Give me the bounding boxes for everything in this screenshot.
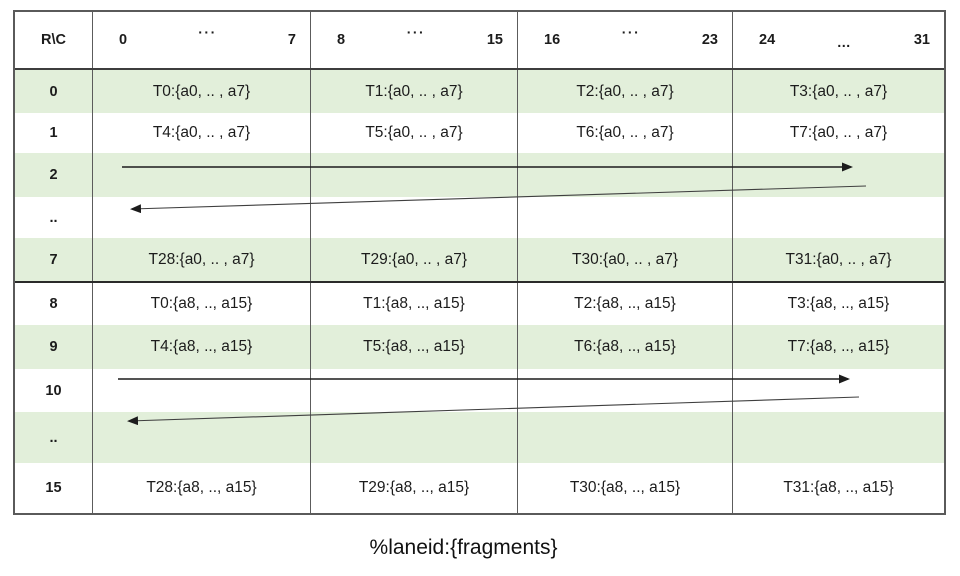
arrow-cell <box>311 412 518 463</box>
fragment-cell: T28:{a8, .., a15} <box>93 463 311 513</box>
col-range-end: 31 <box>913 32 930 48</box>
col-range-start: 24 <box>759 32 776 48</box>
arrow-cell <box>93 369 311 412</box>
header-row: R\C 0 ··· 7 8 ··· 15 16 ··· 23 24 … 31 <box>15 12 944 70</box>
row-label: 2 <box>15 153 93 197</box>
fragment-cell: T5:{a0, .. , a7} <box>311 113 518 153</box>
column-header-8-15: 8 ··· 15 <box>311 12 518 68</box>
row-label: 7 <box>15 238 93 281</box>
fragment-cell: T0:{a0, .. , a7} <box>93 70 311 113</box>
fragment-cell: T0:{a8, .., a15} <box>93 283 311 325</box>
fragment-cell: T4:{a8, .., a15} <box>93 325 311 369</box>
row-label: .. <box>15 412 93 463</box>
column-header-24-31: 24 … 31 <box>733 12 944 68</box>
fragment-cell: T5:{a8, .., a15} <box>311 325 518 369</box>
col-range-start: 16 <box>544 32 561 48</box>
fragment-cell: T4:{a0, .. , a7} <box>93 113 311 153</box>
fragment-cell: T6:{a0, .. , a7} <box>518 113 733 153</box>
table-row-0: 0 T0:{a0, .. , a7} T1:{a0, .. , a7} T2:{… <box>15 70 944 113</box>
fragment-cell: T2:{a0, .. , a7} <box>518 70 733 113</box>
row-label: 9 <box>15 325 93 369</box>
table-row-8: 8 T0:{a8, .., a15} T1:{a8, .., a15} T2:{… <box>15 283 944 325</box>
table-row-dots-upper: .. <box>15 197 944 238</box>
fragment-cell: T7:{a0, .. , a7} <box>789 124 888 141</box>
col-range-end: 23 <box>701 32 718 48</box>
fragment-cell: T31:{a8, .., a15} <box>783 479 894 496</box>
fragment-cell: T1:{a8, .., a15} <box>311 283 518 325</box>
row-label: 0 <box>15 70 93 113</box>
fragment-cell: T31:{a0, .. , a7} <box>785 250 892 268</box>
fragment-cell: T30:{a8, .., a15} <box>518 463 733 513</box>
arrow-cell <box>93 412 311 463</box>
fragment-cell: T6:{a8, .., a15} <box>518 325 733 369</box>
arrow-cell <box>733 153 944 197</box>
ellipsis-icon: ··· <box>406 24 426 40</box>
fragment-cell: T2:{a8, .., a15} <box>518 283 733 325</box>
table-row-10: 10 <box>15 369 944 412</box>
column-header-16-23: 16 ··· 23 <box>518 12 733 68</box>
arrow-cell <box>518 197 733 238</box>
arrow-cell <box>311 153 518 197</box>
ellipsis-icon: … <box>836 34 853 50</box>
fragment-cell: T3:{a0, .. , a7} <box>789 82 888 100</box>
col-range-start: 8 <box>337 32 346 48</box>
table-row-2: 2 <box>15 153 944 197</box>
row-label: 15 <box>15 463 93 513</box>
fragment-cell: T29:{a0, .. , a7} <box>311 238 518 281</box>
figure-caption: %laneid:{fragments} <box>369 536 558 559</box>
col-range-start: 0 <box>119 32 128 48</box>
row-label: 10 <box>15 369 93 412</box>
table-row-1: 1 T4:{a0, .. , a7} T5:{a0, .. , a7} T6:{… <box>15 113 944 153</box>
fragment-cell: T30:{a0, .. , a7} <box>518 238 733 281</box>
arrow-cell <box>311 197 518 238</box>
ellipsis-icon: ··· <box>621 24 641 40</box>
table-row-7: 7 T28:{a0, .. , a7} T29:{a0, .. , a7} T3… <box>15 238 944 283</box>
arrow-cell <box>518 412 733 463</box>
arrow-cell <box>733 412 944 463</box>
col-range-end: 15 <box>486 32 503 48</box>
row-label: 8 <box>15 283 93 325</box>
arrow-cell <box>93 153 311 197</box>
row-label: .. <box>15 197 93 238</box>
arrow-cell <box>518 369 733 412</box>
table-row-9: 9 T4:{a8, .., a15} T5:{a8, .., a15} T6:{… <box>15 325 944 369</box>
row-label: 1 <box>15 113 93 153</box>
arrow-cell <box>733 369 944 412</box>
column-header-0-7: 0 ··· 7 <box>93 12 311 68</box>
corner-header: R\C <box>15 12 93 68</box>
fragment-cell: T7:{a8, .., a15} <box>787 338 890 355</box>
fragment-cell: T29:{a8, .., a15} <box>311 463 518 513</box>
ellipsis-icon: ··· <box>198 24 217 40</box>
fragment-cell: T3:{a8, .., a15} <box>787 295 890 312</box>
arrow-cell <box>518 153 733 197</box>
fragment-table: R\C 0 ··· 7 8 ··· 15 16 ··· 23 24 … 31 <box>13 10 946 515</box>
arrow-cell <box>311 369 518 412</box>
fragment-cell: T1:{a0, .. , a7} <box>311 70 518 113</box>
table-row-dots-lower: .. <box>15 412 944 463</box>
fragment-cell: T28:{a0, .. , a7} <box>93 238 311 281</box>
col-range-end: 7 <box>287 32 296 48</box>
table-row-15: 15 T28:{a8, .., a15} T29:{a8, .., a15} T… <box>15 463 944 513</box>
arrow-cell <box>733 197 944 238</box>
arrow-cell <box>93 197 311 238</box>
